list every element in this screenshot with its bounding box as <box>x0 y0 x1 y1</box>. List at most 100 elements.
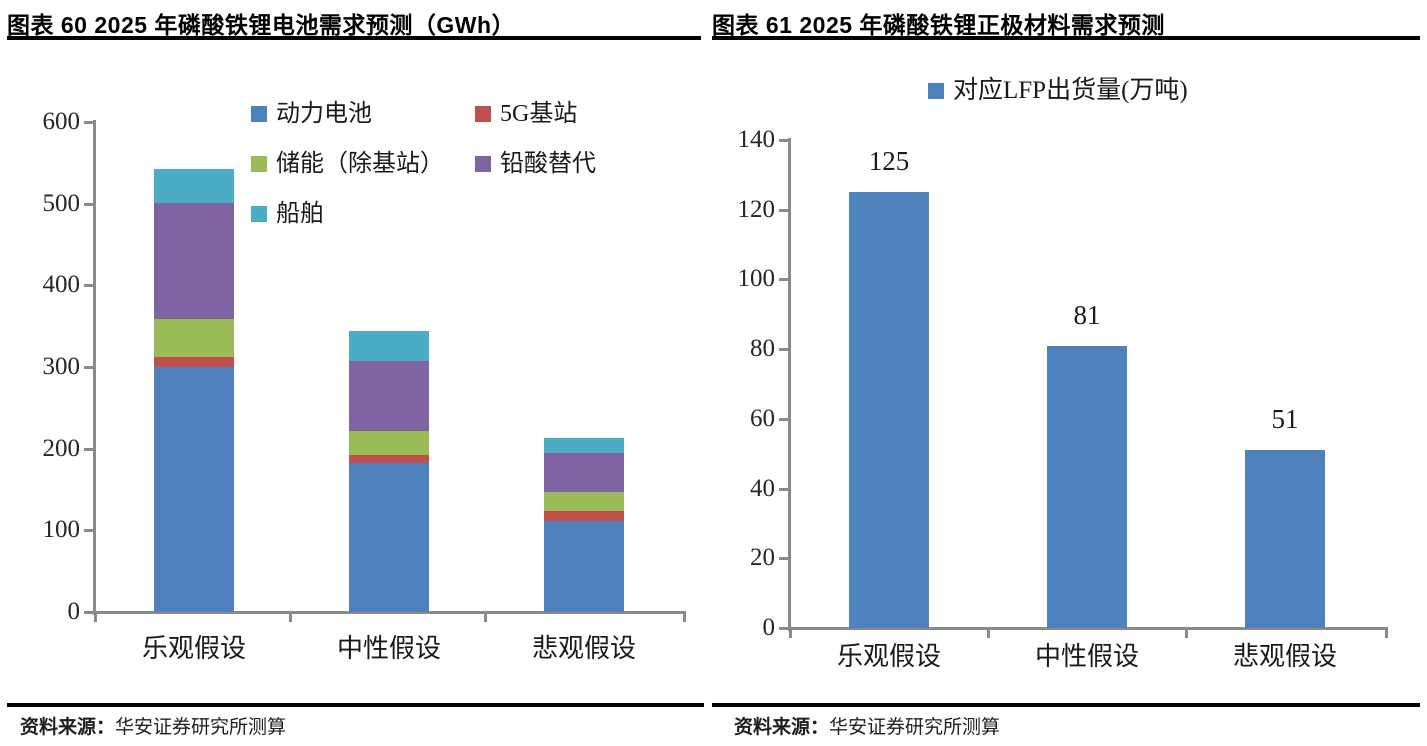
category-label: 中性假设 <box>1034 642 1139 671</box>
data-label: 51 <box>1271 404 1299 435</box>
category-tick <box>484 611 487 622</box>
y-tick <box>779 487 788 491</box>
left-chart-title: 图表 60 2025 年磷酸铁锂电池需求预测（GWh） <box>7 12 516 38</box>
y-tick <box>779 417 788 421</box>
legend-label: 对应LFP出货量(万吨) <box>953 77 1188 104</box>
y-tick-label: 100 <box>737 265 776 293</box>
legend-label: 动力电池 <box>276 101 372 127</box>
y-tick-label: 0 <box>762 614 776 641</box>
legend-label: 铅酸替代 <box>500 151 596 177</box>
y-tick-label: 20 <box>750 544 775 572</box>
y-tick <box>84 366 93 369</box>
data-label: 125 <box>868 146 910 177</box>
y-tick <box>779 278 788 282</box>
right-chart-title: 图表 61 2025 年磷酸铁锂正极材料需求预测 <box>712 12 1165 38</box>
legend-swatch <box>928 83 944 99</box>
category-label: 悲观假设 <box>1232 642 1337 671</box>
legend-item: 对应LFP出货量(万吨) <box>928 78 1188 104</box>
y-tick <box>84 121 93 124</box>
category-label: 乐观假设 <box>836 642 941 671</box>
stacked-bar-segment <box>154 357 234 367</box>
y-tick <box>779 627 788 630</box>
left-chart-x-axis <box>93 611 686 614</box>
left-footer-rule <box>7 703 704 707</box>
stacked-bar-segment <box>544 520 624 612</box>
y-tick-label: 120 <box>737 195 776 223</box>
y-tick-label: 600 <box>42 108 81 135</box>
y-tick <box>84 611 93 614</box>
stacked-bar-segment <box>154 318 234 358</box>
category-tick <box>289 611 292 622</box>
stacked-bar-segment <box>349 430 429 456</box>
y-tick <box>84 284 93 288</box>
category-label: 中性假设 <box>336 634 441 663</box>
y-tick-label: 500 <box>42 189 81 217</box>
stacked-bar-segment <box>349 331 429 362</box>
legend-label: 船舶 <box>276 201 324 227</box>
stacked-bar-segment <box>154 202 234 319</box>
category-tick <box>1185 627 1188 638</box>
right-title-underline <box>712 36 1420 40</box>
y-tick-label: 100 <box>42 516 81 544</box>
left-title-underline <box>7 36 701 40</box>
stacked-bar-segment <box>349 463 429 612</box>
category-label: 乐观假设 <box>141 634 246 663</box>
legend-label: 5G基站 <box>500 101 578 127</box>
legend-swatch <box>251 106 267 122</box>
y-tick-label: 0 <box>67 598 81 625</box>
right-chart-y-axis <box>788 138 791 631</box>
category-label: 悲观假设 <box>531 634 636 663</box>
y-tick <box>84 529 93 533</box>
category-tick <box>987 627 990 638</box>
category-tick <box>1385 627 1388 638</box>
stacked-bar-segment <box>154 367 234 612</box>
stacked-bar-segment <box>154 169 234 203</box>
y-tick-label: 200 <box>42 434 81 462</box>
y-tick-label: 80 <box>750 335 775 363</box>
category-tick <box>683 611 686 622</box>
y-tick-label: 300 <box>42 353 81 380</box>
source-label: 资料来源： <box>20 717 116 738</box>
y-tick-label: 140 <box>737 126 776 153</box>
category-tick <box>789 627 792 638</box>
bar <box>849 192 929 628</box>
y-tick <box>779 557 788 561</box>
source-value: 华安证券研究所测算 <box>115 717 287 738</box>
legend-item: 铅酸替代 <box>475 151 596 177</box>
stacked-bar-segment <box>349 455 429 464</box>
source-label: 资料来源： <box>734 717 830 738</box>
legend-item: 船舶 <box>251 201 475 227</box>
y-tick-label: 60 <box>750 404 775 432</box>
legend-swatch <box>475 106 491 122</box>
left-chart-legend: 动力电池 5G基站储能（除基站） 铅酸替代船舶 <box>251 101 596 227</box>
bar <box>1047 345 1127 628</box>
legend-item: 5G基站 <box>475 101 596 127</box>
right-footer-rule <box>712 703 1420 707</box>
y-tick <box>84 447 93 451</box>
data-label: 81 <box>1073 299 1101 330</box>
legend-item: 动力电池 <box>251 101 475 127</box>
legend-swatch <box>251 206 267 222</box>
stacked-bar-segment <box>544 438 624 453</box>
legend-label: 储能（除基站） <box>276 151 444 177</box>
y-tick-label: 400 <box>42 271 81 299</box>
y-tick <box>779 139 788 142</box>
y-tick <box>779 348 788 352</box>
source-value: 华安证券研究所测算 <box>829 717 1001 738</box>
y-tick <box>779 208 788 212</box>
legend-item: 储能（除基站） <box>251 151 475 177</box>
left-source-note: 资料来源：华安证券研究所测算 <box>20 712 286 739</box>
stacked-bar-segment <box>544 452 624 492</box>
legend-swatch <box>475 156 491 172</box>
y-tick <box>84 202 93 206</box>
stacked-bar-segment <box>544 491 624 511</box>
legend-swatch <box>251 156 267 172</box>
right-chart-legend: 对应LFP出货量(万吨) <box>928 78 1188 104</box>
right-source-note: 资料来源：华安证券研究所测算 <box>734 712 1000 739</box>
category-tick <box>94 611 97 622</box>
right-chart-x-axis <box>788 627 1388 630</box>
y-tick-label: 40 <box>750 474 775 502</box>
stacked-bar-segment <box>544 510 624 521</box>
left-chart-y-axis <box>93 120 96 615</box>
